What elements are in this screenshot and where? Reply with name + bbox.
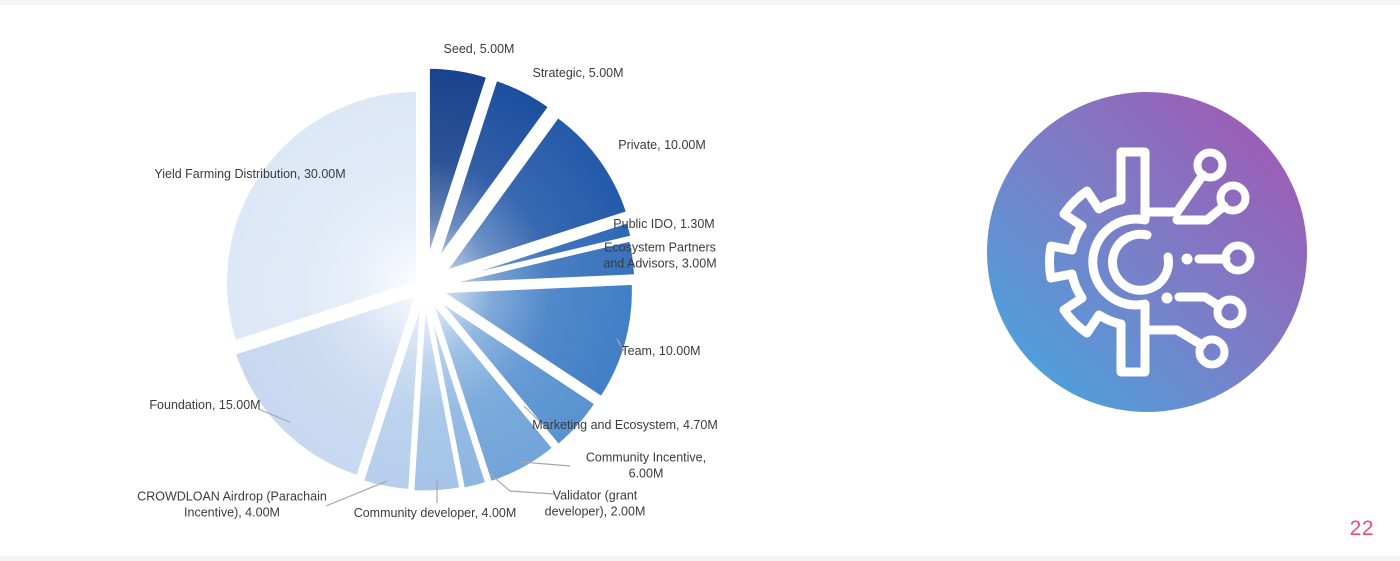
bottom-margin-band (0, 556, 1400, 561)
page-number: 22 (1349, 517, 1374, 540)
gear-circuit-icon-svg (987, 92, 1307, 412)
pie-chart-canvas (194, 57, 654, 517)
pie-leader-line (616, 338, 625, 352)
circuit-trace-upper-icon (1172, 201, 1229, 225)
circuit-trace-bottom-icon (1140, 325, 1207, 350)
circuit-node-icon (1216, 181, 1250, 215)
pie-leader-line (325, 480, 388, 507)
circuit-node-icon (1195, 335, 1229, 369)
pie-leader-line (521, 461, 571, 467)
circuit-node-icon (1193, 148, 1227, 182)
token-distribution-pie-chart: Seed, 5.00M Strategic, 5.00M Private, 10.0… (130, 30, 730, 530)
circuit-trace-lower-icon (1174, 292, 1224, 311)
pie-leader-line (489, 473, 555, 495)
circuit-node-icon (1213, 295, 1247, 329)
gear-inner-ring-icon (1108, 229, 1173, 295)
circuit-trace-top-icon (1140, 170, 1208, 217)
gear-icon (1045, 147, 1150, 377)
circuit-dot-icon (1161, 292, 1173, 304)
pie-leader-line (523, 405, 541, 423)
gear-circuit-icon (985, 90, 1309, 414)
top-margin-band (0, 0, 1400, 5)
pie-leader-line (257, 408, 291, 423)
icon-background-circle (987, 92, 1307, 412)
circuit-node-icon (1221, 241, 1255, 275)
circuit-dot-icon (1181, 253, 1193, 265)
